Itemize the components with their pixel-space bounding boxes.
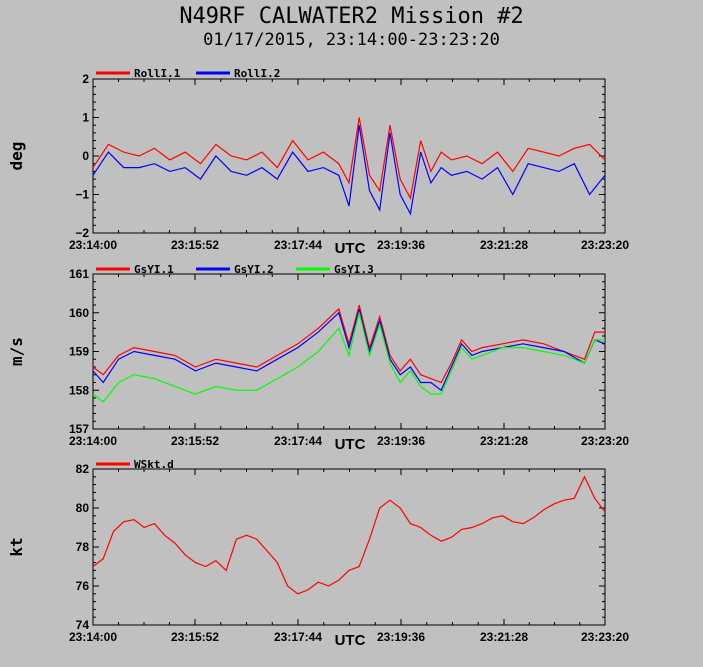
- panel1-ytick-label: 0: [82, 149, 89, 163]
- panel2-series-gsyi-1: [92, 304, 605, 384]
- chart-title: N49RF CALWATER2 Mission #2: [179, 4, 524, 29]
- panel2-xlabel: UTC: [335, 436, 366, 453]
- panel1-ytick-label: −1: [75, 188, 89, 202]
- panel1-ytick-label: 2: [82, 72, 89, 86]
- panel3-frame: [92, 468, 606, 626]
- panel2-legend-label: GsYI.3: [334, 263, 374, 276]
- panel2-ytick-label: 157: [69, 422, 89, 436]
- panel2-series-gsyi-3: [92, 312, 605, 403]
- panel2-ytick-label: 160: [69, 306, 89, 320]
- panel3-legend-label: WSkt.d: [134, 458, 174, 471]
- panel3-xtick-label: 23:23:20: [581, 630, 629, 644]
- panel1-series-rolli-1: [92, 117, 606, 201]
- panel1-xlabel: UTC: [335, 240, 366, 257]
- panel1-ytick-label: 1: [82, 111, 89, 125]
- panel2-xtick-label: 23:14:00: [69, 434, 117, 448]
- panel2-series-gsyi-2: [92, 308, 606, 392]
- panel1-xtick-label: 23:17:44: [274, 238, 322, 252]
- panel1-xtick-label: 23:15:52: [171, 238, 219, 252]
- panel1-xtick-label: 23:19:36: [377, 238, 425, 252]
- panel2-xtick-label: 23:17:44: [274, 434, 322, 448]
- panel1-legend-label: RollI.2: [234, 67, 280, 80]
- panel3-xtick-label: 23:14:00: [69, 630, 117, 644]
- panel3-xtick-label: 23:19:36: [377, 630, 425, 644]
- panel2-ylabel: m/s: [7, 337, 26, 366]
- panel1-legend-label: RollI.1: [134, 67, 181, 80]
- panel3-xtick-label: 23:15:52: [171, 630, 219, 644]
- panel2-legend-label: GsYI.1: [134, 263, 174, 276]
- panel1-series-rolli-2: [92, 125, 606, 216]
- panel1-xtick-label: 23:21:28: [480, 238, 528, 252]
- panel2-xtick-label: 23:15:52: [171, 434, 219, 448]
- panel2-frame: [92, 273, 606, 430]
- panel3-ytick-label: 78: [76, 540, 90, 554]
- panel3-xlabel: UTC: [335, 632, 366, 649]
- panel3-ytick-label: 80: [76, 501, 90, 515]
- panel3-series-wskt-d: [92, 475, 606, 595]
- panel2-xtick-label: 23:19:36: [377, 434, 425, 448]
- panel2-xtick-label: 23:23:20: [581, 434, 629, 448]
- panel2-legend-label: GsYI.2: [234, 263, 274, 276]
- panel1-ytick-label: −2: [75, 226, 89, 240]
- panel3-ylabel: kt: [7, 537, 26, 556]
- panel2-ytick-label: 158: [69, 383, 89, 397]
- panel3-ytick-label: 74: [76, 618, 90, 632]
- panel1-xtick-label: 23:23:20: [581, 238, 629, 252]
- panel3-xtick-label: 23:21:28: [480, 630, 528, 644]
- panel3-xtick-label: 23:17:44: [274, 630, 322, 644]
- panel3-ytick-label: 76: [76, 579, 90, 593]
- panel3-ytick-label: 82: [76, 462, 90, 476]
- chart-subtitle: 01/17/2015, 23:14:00-23:23:20: [203, 30, 500, 50]
- panel1-ylabel: deg: [7, 142, 26, 171]
- panel2-ytick-label: 159: [69, 345, 89, 359]
- panel1-xtick-label: 23:14:00: [69, 238, 117, 252]
- panel2-ytick-label: 161: [69, 267, 89, 281]
- panel2-xtick-label: 23:21:28: [480, 434, 528, 448]
- panel1-frame: [92, 78, 606, 234]
